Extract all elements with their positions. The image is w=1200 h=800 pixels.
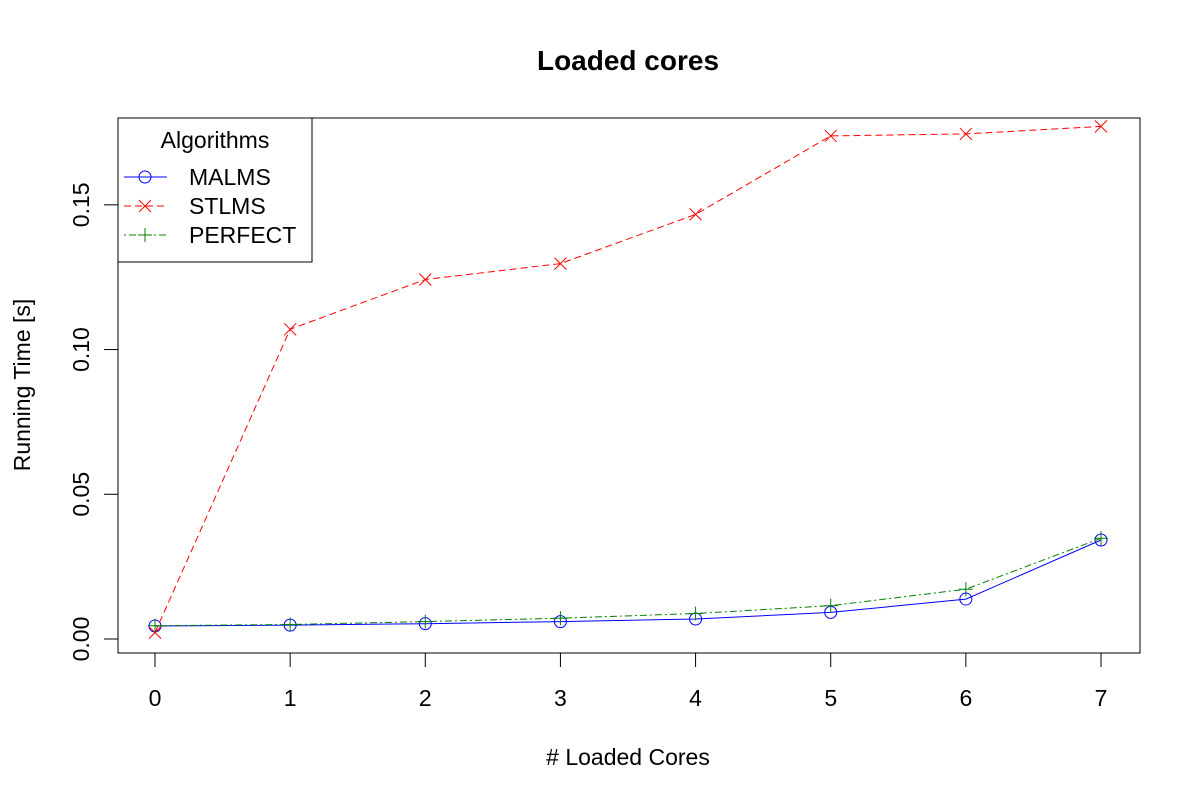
legend-marker-malms [138, 170, 152, 184]
legend-item-stlms: STLMS [124, 193, 266, 219]
series-line-malms [154, 539, 1102, 627]
data-point-stlms [554, 257, 567, 270]
y-tick-label: 0.15 [68, 182, 94, 227]
y-tick-label: 0.00 [68, 617, 94, 662]
x-axis-label: # Loaded Cores [546, 744, 710, 770]
x-tick-label: 5 [824, 685, 837, 711]
series-line-perfect [154, 537, 1102, 627]
data-point-stlms [1094, 120, 1108, 133]
plot-frame [117, 117, 1141, 654]
legend-marker-perfect [138, 228, 152, 242]
y-tick-label: 0.10 [68, 327, 94, 372]
x-tick-label: 6 [959, 685, 972, 711]
chart-title: Loaded cores [537, 45, 719, 76]
legend-label-perfect: PERFECT [189, 222, 296, 248]
data-point-perfect [418, 614, 433, 629]
series-stlms [148, 120, 1108, 639]
series-layer [148, 120, 1108, 639]
legend-item-perfect: PERFECT [124, 222, 296, 248]
series-perfect [148, 531, 1108, 633]
data-point-perfect [688, 606, 703, 621]
data-point-perfect [553, 611, 568, 626]
x-axis: 0 1 2 3 4 5 6 7 [149, 652, 1108, 711]
legend-items: MALMS STLMS PERFECT [124, 164, 296, 248]
data-point-perfect [958, 582, 973, 597]
y-axis: 0.00 0.05 0.10 0.15 [68, 182, 119, 662]
legend-label-malms: MALMS [189, 164, 271, 190]
legend-label-stlms: STLMS [189, 193, 266, 219]
legend-title: Algorithms [161, 127, 270, 153]
data-point-stlms [824, 129, 838, 143]
data-point-perfect [283, 617, 298, 632]
data-point-stlms [959, 127, 973, 141]
data-point-stlms [689, 208, 702, 221]
x-tick-label: 2 [419, 685, 432, 711]
data-point-perfect [148, 618, 162, 633]
y-tick-label: 0.05 [68, 472, 94, 517]
legend-marker-stlms [138, 199, 152, 213]
x-tick-label: 7 [1095, 685, 1108, 711]
data-point-perfect [823, 598, 838, 613]
series-malms [148, 533, 1108, 633]
data-point-stlms [283, 322, 297, 336]
legend-box [117, 117, 313, 263]
legend: Algorithms MALMS STLMS PERFECT [117, 117, 313, 263]
y-axis-label: Running Time [s] [9, 299, 35, 472]
x-tick-label: 3 [554, 685, 567, 711]
x-tick-label: 0 [149, 685, 162, 711]
x-tick-label: 4 [689, 685, 702, 711]
data-point-perfect [1094, 531, 1108, 546]
data-point-stlms [418, 273, 432, 286]
x-tick-label: 1 [284, 685, 297, 711]
series-line-stlms [154, 125, 1102, 633]
legend-item-malms: MALMS [124, 164, 271, 190]
